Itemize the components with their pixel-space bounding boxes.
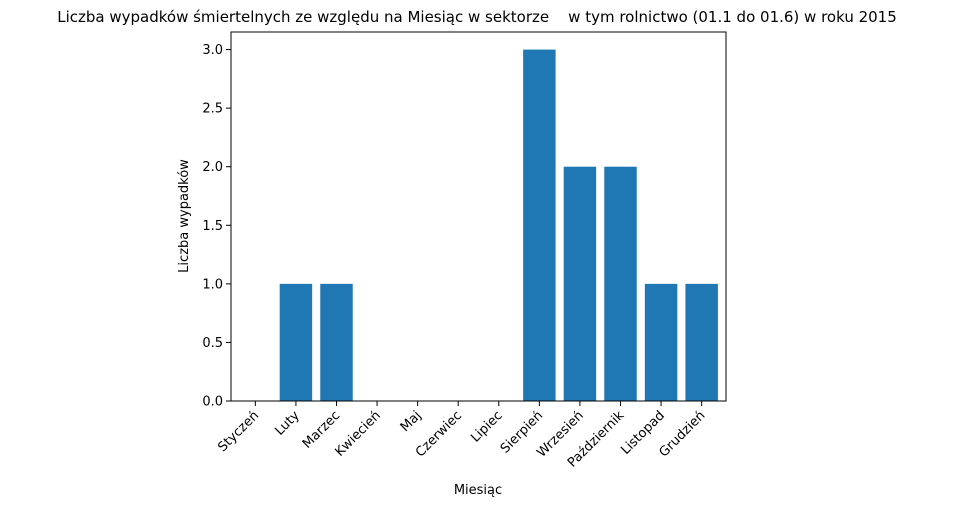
bar-Październik [604,166,637,401]
x-tick-label: Lipiec [468,408,505,445]
x-tick-label: Luty [272,408,303,439]
x-tick-label: Maj [398,408,425,435]
y-tick-label: 3.0 [202,43,223,58]
y-axis: 0.0 0.5 1.0 1.5 2.0 2.5 3.0 [202,43,231,410]
y-tick-label: 0.0 [202,395,223,410]
y-tick-label: 1.0 [202,277,223,292]
y-axis-title: Liczba wypadków [177,159,192,273]
y-tick-label: 0.5 [202,336,223,351]
y-tick-label: 1.5 [202,219,223,234]
chart-title: Liczba wypadków śmiertelnych ze względu … [57,8,897,26]
bars-group [279,49,718,401]
bar-Luty [279,283,313,401]
x-axis-title: Miesiąc [454,483,502,498]
plot-frame [230,31,727,402]
y-tick-label: 2.5 [202,102,223,117]
y-tick-label: 2.0 [202,160,223,175]
bar-Listopad [644,283,678,401]
bar-Sierpień [523,49,556,401]
x-tick-label: Styczeń [215,408,262,455]
bar-Wrzesień [563,166,597,401]
bar-Grudzień [685,283,718,401]
bar-Marzec [320,283,353,401]
